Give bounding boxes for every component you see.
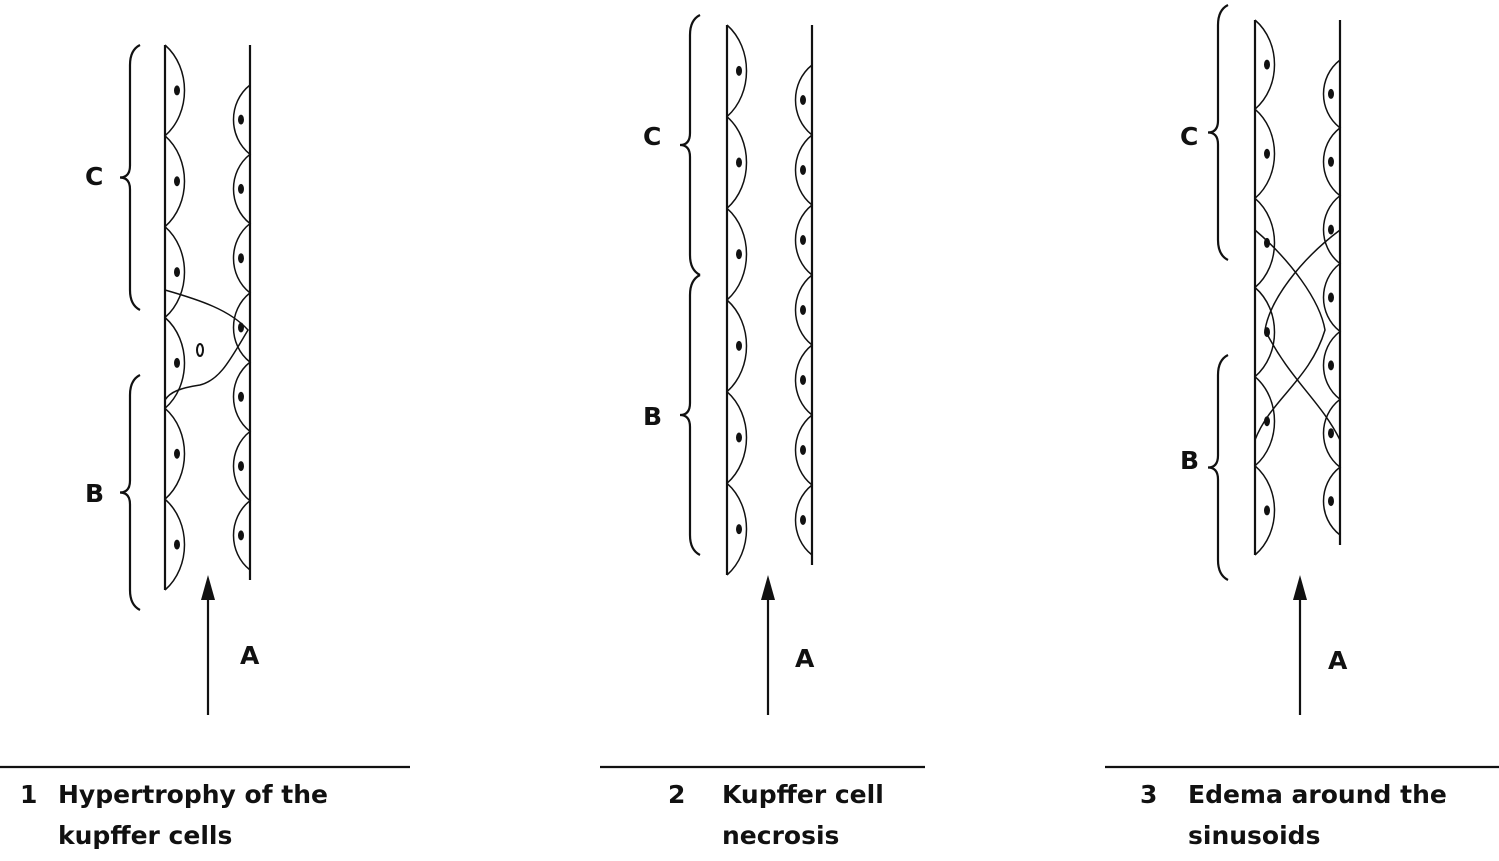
- panel-number: 2: [668, 780, 685, 809]
- nucleus: [174, 85, 180, 96]
- nucleus: [174, 176, 180, 187]
- brace: [119, 374, 141, 611]
- caption: Edema around the: [1188, 780, 1447, 809]
- nucleus: [1328, 292, 1334, 303]
- nucleus: [238, 114, 244, 125]
- nucleus: [736, 65, 742, 76]
- brace: [119, 44, 141, 311]
- nucleus: [238, 530, 244, 541]
- arrow-head: [761, 575, 775, 600]
- label-c: C: [85, 162, 103, 191]
- label-a: A: [240, 641, 260, 670]
- caption: Kupffer cell: [722, 780, 884, 809]
- label-a: A: [795, 644, 815, 673]
- nucleus: [238, 253, 244, 264]
- nucleus: [1264, 148, 1270, 159]
- nucleus: [1264, 59, 1270, 70]
- label-c: C: [643, 122, 661, 151]
- label-c: C: [1180, 122, 1198, 151]
- nucleus: [1328, 496, 1334, 507]
- nucleus: [736, 432, 742, 443]
- nucleus: [238, 183, 244, 194]
- kupffer-cells: [163, 44, 186, 591]
- nucleus: [736, 249, 742, 260]
- edema-cell: [1254, 229, 1326, 441]
- nucleus: [1328, 88, 1334, 99]
- kupffer-cells: [1253, 19, 1276, 556]
- nucleus: [800, 165, 806, 175]
- nucleus: [174, 539, 180, 550]
- caption: sinusoids: [1188, 821, 1320, 850]
- hypertrophic-cell: [164, 289, 249, 401]
- label-b: B: [643, 402, 662, 431]
- brace: [1207, 354, 1229, 581]
- brace: [1207, 4, 1229, 261]
- endothelial-cells: [232, 84, 252, 571]
- nucleus: [1328, 360, 1334, 371]
- nucleus: [736, 157, 742, 168]
- nucleus: [1328, 156, 1334, 167]
- nucleus: [800, 445, 806, 455]
- brace: [679, 14, 701, 276]
- arrow-head: [201, 575, 215, 600]
- nucleus: [736, 340, 742, 351]
- nucleus: [736, 524, 742, 535]
- caption: necrosis: [722, 821, 839, 850]
- nucleus: [800, 305, 806, 315]
- nucleus: [196, 343, 204, 357]
- panel-number: 3: [1140, 780, 1157, 809]
- panel-number: 1: [20, 780, 37, 809]
- nucleus: [174, 357, 180, 368]
- kupffer-cells: [725, 24, 748, 576]
- nucleus: [1328, 224, 1334, 235]
- nucleus: [238, 391, 244, 402]
- nucleus: [1328, 428, 1334, 439]
- endothelial-cells: [794, 64, 814, 556]
- endothelial-cells: [1322, 59, 1342, 536]
- nucleus: [174, 448, 180, 459]
- label-a: A: [1328, 646, 1348, 675]
- label-b: B: [85, 479, 104, 508]
- arrow-head: [1293, 575, 1307, 600]
- caption: kupffer cells: [58, 821, 232, 850]
- brace: [679, 274, 701, 556]
- nucleus: [800, 235, 806, 245]
- caption: Hypertrophy of the: [58, 780, 328, 809]
- nucleus: [174, 267, 180, 278]
- nucleus: [238, 461, 244, 472]
- nucleus: [800, 515, 806, 525]
- nucleus: [800, 95, 806, 105]
- nucleus: [800, 375, 806, 385]
- label-b: B: [1180, 446, 1199, 475]
- nucleus: [1264, 505, 1270, 516]
- edema-cell: [1264, 229, 1341, 441]
